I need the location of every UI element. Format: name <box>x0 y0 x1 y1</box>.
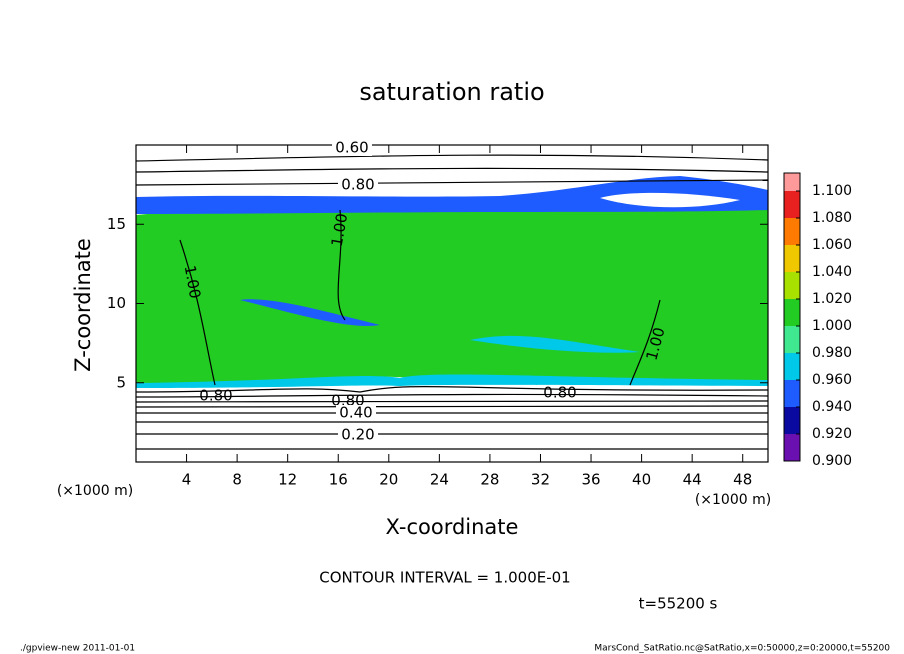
x-tick-label: 44 <box>683 471 702 489</box>
colorbar-bin <box>784 299 800 326</box>
colorbar-label: 1.100 <box>812 183 852 199</box>
x-tick-label: 24 <box>430 471 449 489</box>
x-tick-label: 28 <box>480 471 499 489</box>
x-unit-label: (×1000 m) <box>695 492 771 508</box>
y-unit-label: (×1000 m) <box>57 483 133 499</box>
colorbar-label: 1.060 <box>812 237 852 253</box>
colorbar-label: 0.920 <box>812 426 852 442</box>
contour-label-bg <box>338 427 378 443</box>
contour-label: 0.60 <box>335 139 368 157</box>
contour-label: 0.80 <box>543 384 576 402</box>
colorbar-bin <box>784 407 800 434</box>
y-tick-label: 15 <box>107 215 126 233</box>
time-label: t=55200 s <box>639 595 718 613</box>
colorbar-label: 1.080 <box>812 210 852 226</box>
colorbar-bin <box>784 191 800 218</box>
colorbar-bin <box>784 272 800 299</box>
x-tick-label: 16 <box>329 471 348 489</box>
contour-label: 1.00 <box>328 212 352 248</box>
colorbar-label: 1.040 <box>812 264 852 280</box>
footer-right: MarsCond_SatRatio.nc@SatRatio,x=0:50000,… <box>594 644 890 654</box>
colorbar-bin <box>784 245 800 272</box>
colorbar-label: 0.900 <box>812 453 852 469</box>
x-tick-label: 32 <box>531 471 550 489</box>
contour-interval: CONTOUR INTERVAL = 1.000E-01 <box>319 569 570 587</box>
contour-label-bg <box>336 405 376 421</box>
contour-label: 0.80 <box>341 176 374 194</box>
colorbar-label: 0.960 <box>812 372 852 388</box>
colorbar-top <box>784 173 800 191</box>
colorbar-bin <box>784 218 800 245</box>
colorbar-label: 0.980 <box>812 345 852 361</box>
footer-left: ./gpview-new 2011-01-01 <box>20 644 135 654</box>
y-axis-label: Z-coordinate <box>71 238 95 372</box>
colorbar-bin <box>784 434 800 461</box>
colorbar-frame <box>783 172 801 462</box>
x-tick-label: 20 <box>379 471 398 489</box>
contour-label-bg <box>332 140 372 156</box>
colorbar-bin <box>784 353 800 380</box>
x-tick-label: 12 <box>278 471 297 489</box>
chart-title: saturation ratio <box>359 78 544 106</box>
contour-label: 0.20 <box>341 426 374 444</box>
x-tick-label: 48 <box>733 471 752 489</box>
colorbar-label: 1.020 <box>812 291 852 307</box>
x-tick-label: 4 <box>182 471 192 489</box>
field <box>136 145 768 462</box>
x-tick-label: 36 <box>581 471 600 489</box>
contour-label: 0.80 <box>199 387 232 405</box>
colorbar-bin <box>784 326 800 353</box>
x-tick-label: 8 <box>232 471 242 489</box>
contour-label: 0.40 <box>339 404 372 422</box>
contour-label-bg <box>338 177 378 193</box>
contour-lines <box>135 154 769 450</box>
colorbar-bin <box>784 380 800 407</box>
x-axis-label: X-coordinate <box>386 515 519 539</box>
y-tick-label: 10 <box>107 294 126 312</box>
colorbar-label: 0.940 <box>812 399 852 415</box>
colorbar-label: 1.000 <box>812 318 852 334</box>
x-tick-label: 40 <box>632 471 651 489</box>
contour-label: 1.00 <box>181 264 205 300</box>
y-tick-label: 5 <box>116 373 126 391</box>
